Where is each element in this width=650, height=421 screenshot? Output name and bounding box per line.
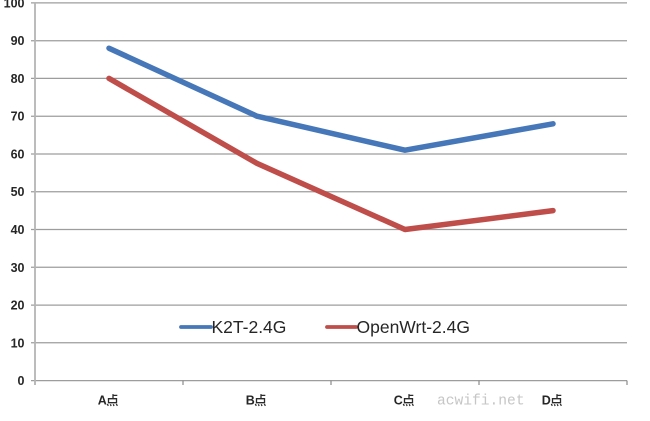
svg-text:C: C bbox=[394, 393, 403, 407]
svg-text:0: 0 bbox=[18, 374, 25, 388]
svg-text:OpenWrt-2.4G: OpenWrt-2.4G bbox=[357, 317, 470, 337]
svg-text:100: 100 bbox=[4, 0, 25, 10]
svg-text:60: 60 bbox=[11, 148, 25, 162]
svg-text:90: 90 bbox=[11, 34, 25, 48]
svg-text:70: 70 bbox=[11, 110, 25, 124]
svg-text:30: 30 bbox=[11, 261, 25, 275]
svg-text:B: B bbox=[246, 393, 255, 407]
svg-text:D: D bbox=[542, 393, 551, 407]
svg-text:acwifi.net: acwifi.net bbox=[437, 394, 525, 410]
svg-text:A: A bbox=[98, 393, 107, 407]
svg-text:50: 50 bbox=[11, 185, 25, 199]
svg-text:80: 80 bbox=[11, 72, 25, 86]
svg-text:40: 40 bbox=[11, 223, 25, 237]
svg-text:10: 10 bbox=[11, 336, 25, 350]
svg-text:20: 20 bbox=[11, 299, 25, 313]
svg-text:K2T-2.4G: K2T-2.4G bbox=[212, 317, 287, 337]
